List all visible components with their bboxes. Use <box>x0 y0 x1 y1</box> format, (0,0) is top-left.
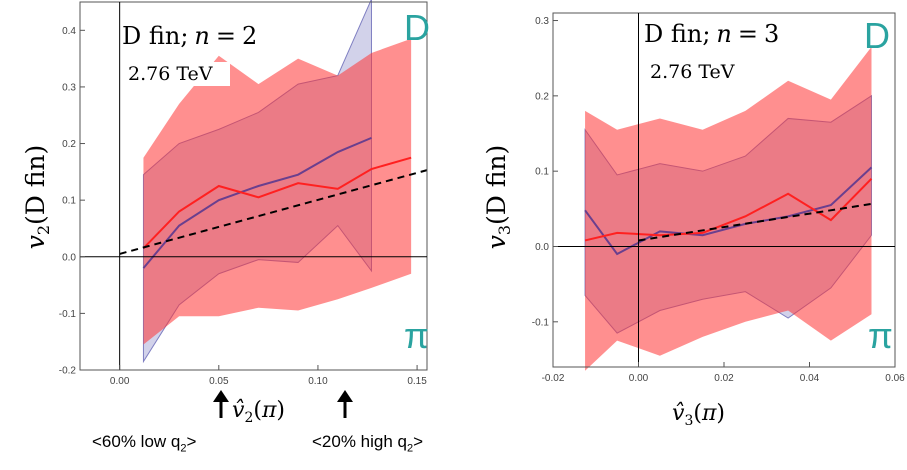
x-tick-label: 0.00 <box>110 376 130 387</box>
chart-title: D fin; n = 2 <box>122 22 257 50</box>
y-tick-label: 0.3 <box>535 16 549 27</box>
x-axis-label: v̂2(π) <box>232 398 285 426</box>
linear-fit-line <box>638 202 874 242</box>
corner-letter-pi: π <box>404 315 429 356</box>
x-tick-label: 0.15 <box>407 376 427 387</box>
y-tick-label: -0.1 <box>59 309 77 320</box>
y-tick-label: 0.3 <box>62 82 76 93</box>
y-tick-label: -0.2 <box>59 366 77 377</box>
y-axis-label: v2(D fin) <box>21 145 53 250</box>
corner-letter-D: D <box>864 15 890 56</box>
chart-panel-n2: 0.00 0.05 0.10 0.15-0.2-0.10.00.10.20.30.4 … <box>21 0 430 426</box>
x-tick-label: 0.05 <box>209 376 229 387</box>
x-axis-label: v̂3(π) <box>672 401 725 429</box>
chart-subtitle: 2.76 TeV <box>650 61 735 83</box>
mean-line-series-0 <box>142 136 372 269</box>
band-series-1 <box>585 46 872 371</box>
x-tick-label: 0.10 <box>308 376 328 387</box>
chart-subtitle: 2.76 TeV <box>128 63 213 85</box>
annotation-low-q2: <60% low q2> <box>92 432 197 455</box>
x-tick-label: 0.06 <box>885 373 905 384</box>
mean-line-series-0 <box>584 166 873 256</box>
chart-title: D fin; n = 3 <box>644 20 779 48</box>
y-tick-label: 0.1 <box>535 167 549 178</box>
plot-frame <box>79 1 428 371</box>
y-tick-label: 0.0 <box>62 252 76 263</box>
mean-line-series-1 <box>584 178 873 242</box>
arrow-low-q2 <box>213 390 229 418</box>
corner-letter-D: D <box>404 7 430 48</box>
title-D-fin: D fin; <box>122 22 188 50</box>
y-tick-label: 0.0 <box>535 242 549 253</box>
y-tick-label: -0.1 <box>532 317 550 328</box>
mean-line-series-1 <box>142 156 412 249</box>
chart-panel-n3: -0.02 0.00 0.02 0.04 0.06 -0.1 0.0 0.1 0.2 0.3 D … <box>482 12 905 429</box>
title-D-fin: D fin; <box>644 20 710 48</box>
annotation-high-q2: <20% high q2> <box>312 432 424 455</box>
y-tick-label: 0.1 <box>62 196 76 207</box>
x-tick-label: 0.04 <box>800 373 820 384</box>
y-axis-label: v3(D fin) <box>482 145 514 250</box>
corner-letter-pi: π <box>868 315 893 356</box>
y-tick-label: 0.4 <box>62 26 76 37</box>
x-tick-label: 0.02 <box>714 373 734 384</box>
linear-fit-line <box>119 169 428 255</box>
arrow-high-q2 <box>337 390 353 418</box>
y-tick-label: 0.2 <box>535 91 549 102</box>
y-tick-label: 0.2 <box>62 139 76 150</box>
subtitle-bg <box>124 62 230 86</box>
x-tick-label: 0.00 <box>629 373 649 384</box>
x-tick-label: -0.02 <box>542 373 565 384</box>
